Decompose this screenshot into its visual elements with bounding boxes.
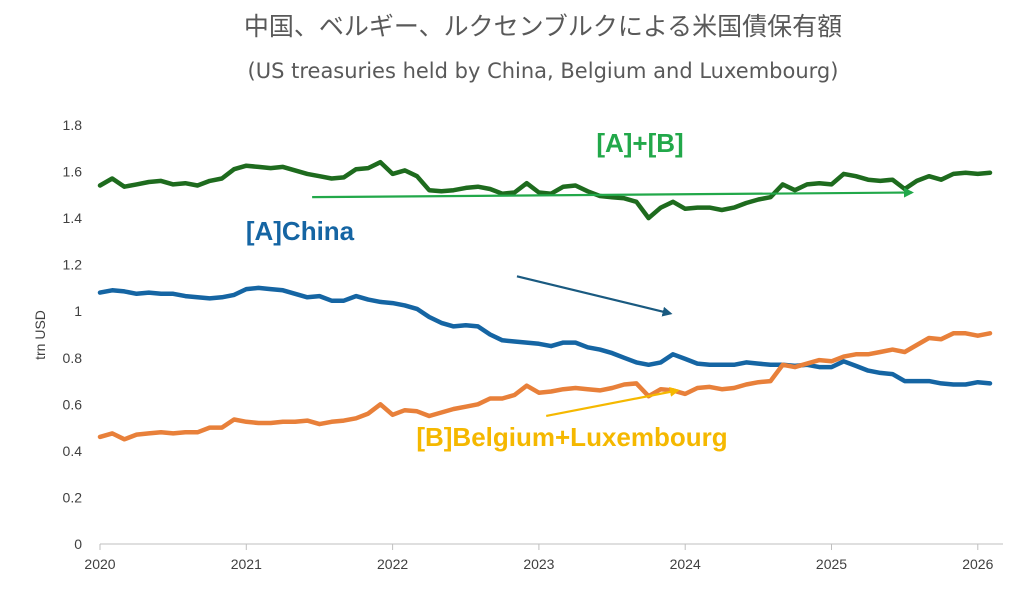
annotation-label-0: [A]+[B]: [596, 128, 683, 158]
series-layer: [97, 159, 993, 442]
x-tick-label: 2022: [377, 556, 408, 572]
y-tick-label: 1.4: [63, 210, 83, 226]
x-tick-label: 2024: [670, 556, 701, 572]
y-tick-label: 0.8: [63, 350, 83, 366]
x-tick-label: 2020: [84, 556, 115, 572]
chart-subtitle: (US treasuries held by China, Belgium an…: [248, 59, 839, 83]
y-tick-label: 1.8: [63, 117, 83, 133]
x-tick-label: 2025: [816, 556, 847, 572]
y-tick-label: 0.6: [63, 396, 83, 412]
series-line-0: [97, 159, 993, 221]
annotation-arrow-0: [312, 187, 914, 199]
series-line-1: [97, 285, 993, 387]
series-line-2: [97, 331, 993, 442]
y-tick-label: 0: [74, 536, 82, 552]
chart-title: 中国、ベルギー、ルクセンブルクによる米国債保有額: [244, 12, 842, 41]
annotation-layer: [A]+[B] [A]China [B]Belgium+Luxembourg: [246, 128, 914, 452]
y-tick-label: 0.4: [63, 443, 83, 459]
y-tick-label: 0.2: [63, 489, 83, 505]
y-axis: 0 0.2 0.4 0.6 0.8 1 1.2 1.4 1.6 1.8: [63, 117, 83, 552]
y-tick-label: 1.6: [63, 164, 83, 180]
x-tick-label: 2023: [523, 556, 554, 572]
x-tick-label: 2021: [231, 556, 262, 572]
annotation-label-2: [B]Belgium+Luxembourg: [416, 422, 727, 452]
annotation-arrow-2: [546, 386, 680, 418]
x-tick-label: 2026: [962, 556, 993, 572]
y-tick-label: 1: [74, 303, 82, 319]
y-axis-label: trn USD: [32, 310, 48, 360]
x-axis: 2020 2021 2022 2023 2024 2025 2026: [84, 543, 1003, 572]
annotation-arrow-1: [516, 275, 673, 317]
y-tick-label: 1.2: [63, 257, 83, 273]
annotation-label-1: [A]China: [246, 216, 355, 246]
